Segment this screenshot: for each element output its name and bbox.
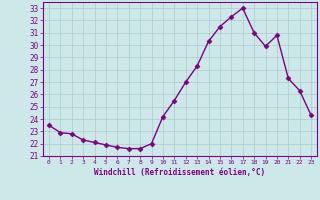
X-axis label: Windchill (Refroidissement éolien,°C): Windchill (Refroidissement éolien,°C) — [94, 168, 266, 177]
